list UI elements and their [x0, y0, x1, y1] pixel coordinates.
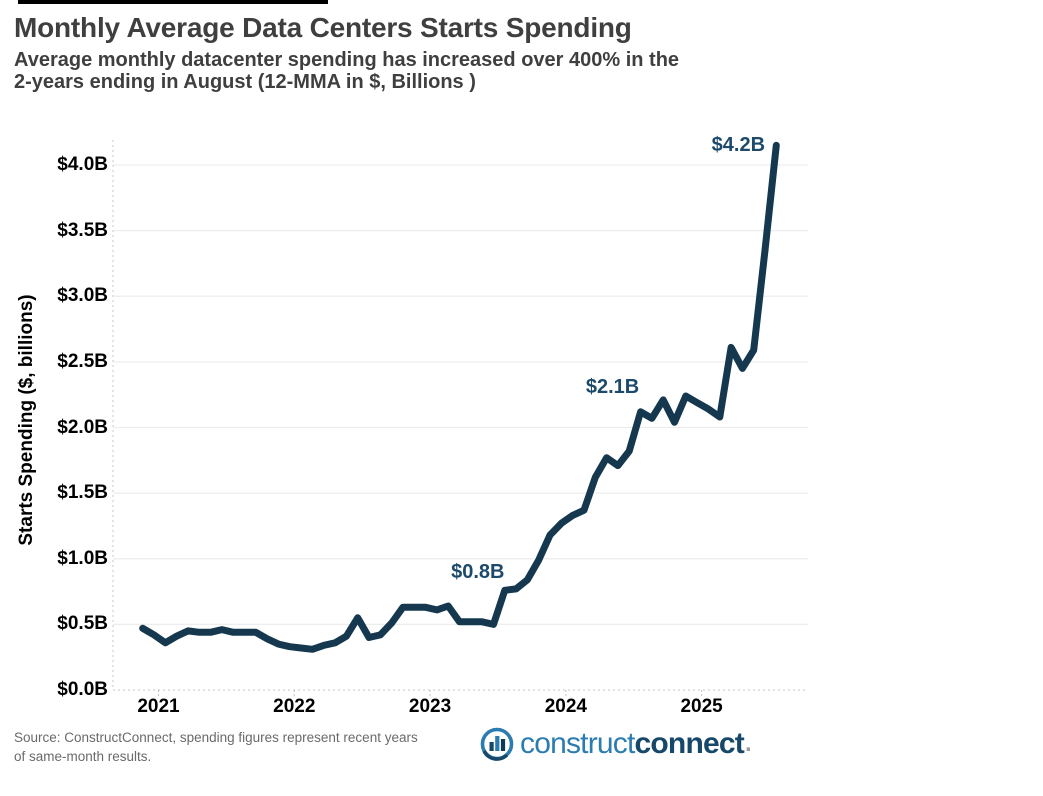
- data-label-aug-2025: $4.2B: [711, 134, 766, 157]
- y-tick-label: $1.5B: [57, 482, 108, 504]
- constructconnect-logo: construct connect.: [479, 726, 752, 762]
- x-tick-label: 2025: [680, 696, 723, 717]
- y-tick-label: $0.5B: [57, 613, 108, 635]
- chart-title: Monthly Average Data Centers Starts Spen…: [14, 12, 632, 43]
- source-note-line2: of same-month results.: [14, 749, 152, 764]
- logo-text-construct: construct: [520, 727, 635, 760]
- top-accent-bar: [18, 0, 328, 4]
- logo-dot: .: [744, 730, 752, 757]
- y-tick-label: $4.0B: [57, 154, 108, 175]
- y-tick-label: $3.5B: [57, 219, 108, 241]
- chart-subtitle-line1: Average monthly datacenter spending has …: [14, 49, 680, 71]
- x-tick-label: 2023: [408, 696, 452, 717]
- y-tick-label: $2.5B: [57, 350, 108, 372]
- x-tick-label: 2024: [544, 696, 587, 717]
- y-tick-label: $0.0B: [57, 679, 108, 700]
- chart-subtitle-line2: 2-years ending in August (12-MMA in $, B…: [14, 71, 476, 93]
- y-tick-label: $3.0B: [57, 285, 108, 307]
- source-note: Source: ConstructConnect, spending figur…: [14, 728, 418, 766]
- x-tick-label: 2022: [273, 696, 316, 717]
- y-tick-label: $1.0B: [57, 547, 108, 569]
- constructconnect-logo-icon: [480, 727, 514, 761]
- chart-subtitle: Average monthly datacenter spending has …: [14, 49, 679, 93]
- spending-line-series: [139, 141, 780, 653]
- source-note-line1: Source: ConstructConnect, spending figur…: [14, 730, 418, 745]
- data-label-aug-2024: $2.1B: [585, 375, 640, 398]
- data-label-aug-2023: $0.8B: [451, 561, 505, 584]
- logo-text-connect: connect: [634, 727, 745, 760]
- y-tick-label: $2.0B: [57, 416, 108, 438]
- x-tick-label: 2021: [137, 696, 180, 717]
